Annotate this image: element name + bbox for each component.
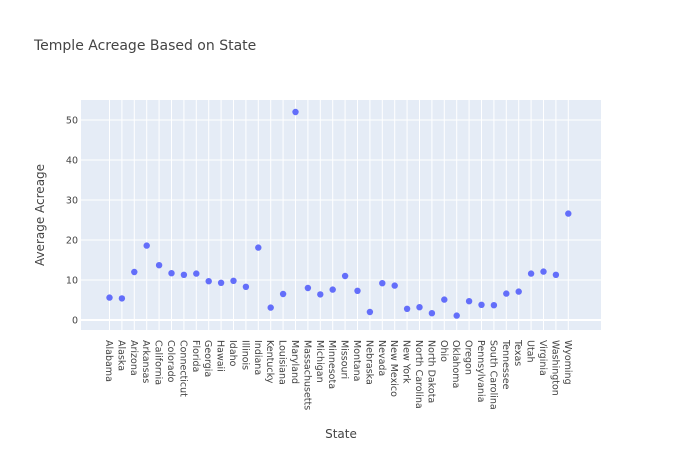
x-tick-label: North Dakota	[425, 340, 436, 403]
data-point[interactable]	[230, 277, 237, 284]
x-tick-label: Washington	[549, 340, 560, 396]
data-point[interactable]	[428, 310, 436, 317]
x-tick-label: Illinois	[239, 340, 250, 370]
data-point[interactable]	[527, 270, 535, 277]
x-axis-title: State	[325, 427, 357, 441]
data-point[interactable]	[503, 290, 510, 297]
x-tick-label: Maryland	[289, 340, 300, 384]
chart-title: Temple Acreage Based on State	[33, 38, 256, 54]
x-tick-label: Minnesota	[326, 340, 337, 389]
x-tick-label: Arizona	[128, 340, 139, 376]
data-point[interactable]	[118, 295, 126, 302]
x-tick-label: Indiana	[252, 340, 263, 375]
data-point[interactable]	[341, 272, 349, 280]
x-tick-label: Arkansas	[140, 340, 151, 383]
data-point[interactable]	[453, 312, 460, 319]
x-tick-label: New Mexico	[388, 340, 399, 397]
data-point[interactable]	[552, 271, 560, 278]
y-tick-label: 40	[66, 156, 78, 167]
y-tick-label: 50	[66, 116, 78, 127]
y-axis-title: Average Acreage	[33, 164, 47, 266]
data-point[interactable]	[515, 288, 522, 295]
x-tick-label: Virginia	[537, 340, 548, 376]
x-tick-label: Nevada	[376, 340, 387, 376]
x-tick-label: Idaho	[227, 340, 238, 367]
x-tick-label: Alaska	[115, 340, 126, 371]
x-tick-label: Pennsylvania	[475, 340, 486, 402]
x-tick-label: Connecticut	[177, 340, 188, 397]
data-point[interactable]	[168, 270, 175, 277]
data-point[interactable]	[329, 286, 336, 293]
x-tick-label: Nebraska	[363, 340, 374, 385]
x-tick-label: Florida	[190, 340, 201, 372]
x-tick-label: South Carolina	[487, 340, 498, 410]
x-tick-label: Colorado	[165, 340, 176, 383]
x-tick-label: Tennessee	[500, 339, 511, 390]
data-point[interactable]	[304, 284, 312, 292]
data-point[interactable]	[391, 282, 398, 289]
data-point[interactable]	[267, 304, 274, 311]
x-tick-label: Oklahoma	[450, 340, 461, 388]
data-point[interactable]	[193, 270, 200, 277]
x-tick-label: Texas	[512, 339, 523, 366]
data-point[interactable]	[217, 279, 225, 286]
data-point[interactable]	[565, 210, 572, 217]
data-point[interactable]	[155, 262, 163, 269]
x-tick-label: Wyoming	[562, 340, 573, 385]
x-tick-labels: Alabama Alaska Arizona Arkansas California Co…	[103, 339, 573, 410]
data-point[interactable]	[490, 302, 498, 309]
grid-lines	[81, 100, 601, 330]
x-tick-label: Massachusetts	[301, 340, 312, 410]
x-tick-label: Michigan	[314, 340, 325, 383]
data-point[interactable]	[366, 308, 374, 316]
y-tick-label: 0	[72, 316, 78, 327]
x-tick-label: Montana	[351, 340, 362, 381]
y-tick-label: 10	[66, 276, 78, 287]
data-point[interactable]	[292, 108, 299, 116]
y-tick-label: 30	[66, 196, 78, 207]
data-point[interactable]	[180, 271, 188, 278]
data-point[interactable]	[478, 301, 485, 308]
data-point[interactable]	[465, 298, 473, 305]
x-tick-label: Hawaii	[215, 340, 226, 372]
x-tick-label: Kentucky	[264, 340, 275, 384]
data-point[interactable]	[131, 268, 138, 276]
x-tick-label: Missouri	[339, 340, 350, 379]
data-point[interactable]	[255, 244, 262, 251]
x-tick-label: Utah	[525, 340, 536, 363]
data-point[interactable]	[379, 280, 386, 287]
data-point[interactable]	[441, 296, 448, 303]
data-point[interactable]	[416, 304, 423, 311]
y-tick-label: 20	[66, 236, 78, 247]
data-point[interactable]	[143, 242, 150, 249]
y-tick-labels: 0 10 20 30 40 50	[66, 116, 78, 327]
x-tick-label: Oregon	[463, 340, 474, 375]
data-point[interactable]	[242, 283, 250, 290]
data-point[interactable]	[317, 291, 324, 298]
data-point[interactable]	[540, 268, 547, 275]
data-point[interactable]	[106, 294, 113, 301]
x-tick-label: New York	[401, 340, 412, 384]
data-point[interactable]	[354, 287, 361, 294]
x-tick-label: Alabama	[103, 340, 114, 382]
x-tick-label: Georgia	[202, 340, 213, 377]
data-point[interactable]	[279, 290, 287, 298]
x-tick-label: Louisiana	[277, 340, 288, 385]
plot-area	[81, 100, 601, 330]
data-point[interactable]	[403, 305, 411, 312]
data-points	[106, 108, 572, 319]
x-tick-label: North Carolina	[413, 340, 424, 409]
x-tick-label: California	[153, 340, 164, 385]
x-tick-label: Ohio	[438, 340, 449, 362]
data-point[interactable]	[205, 278, 212, 285]
